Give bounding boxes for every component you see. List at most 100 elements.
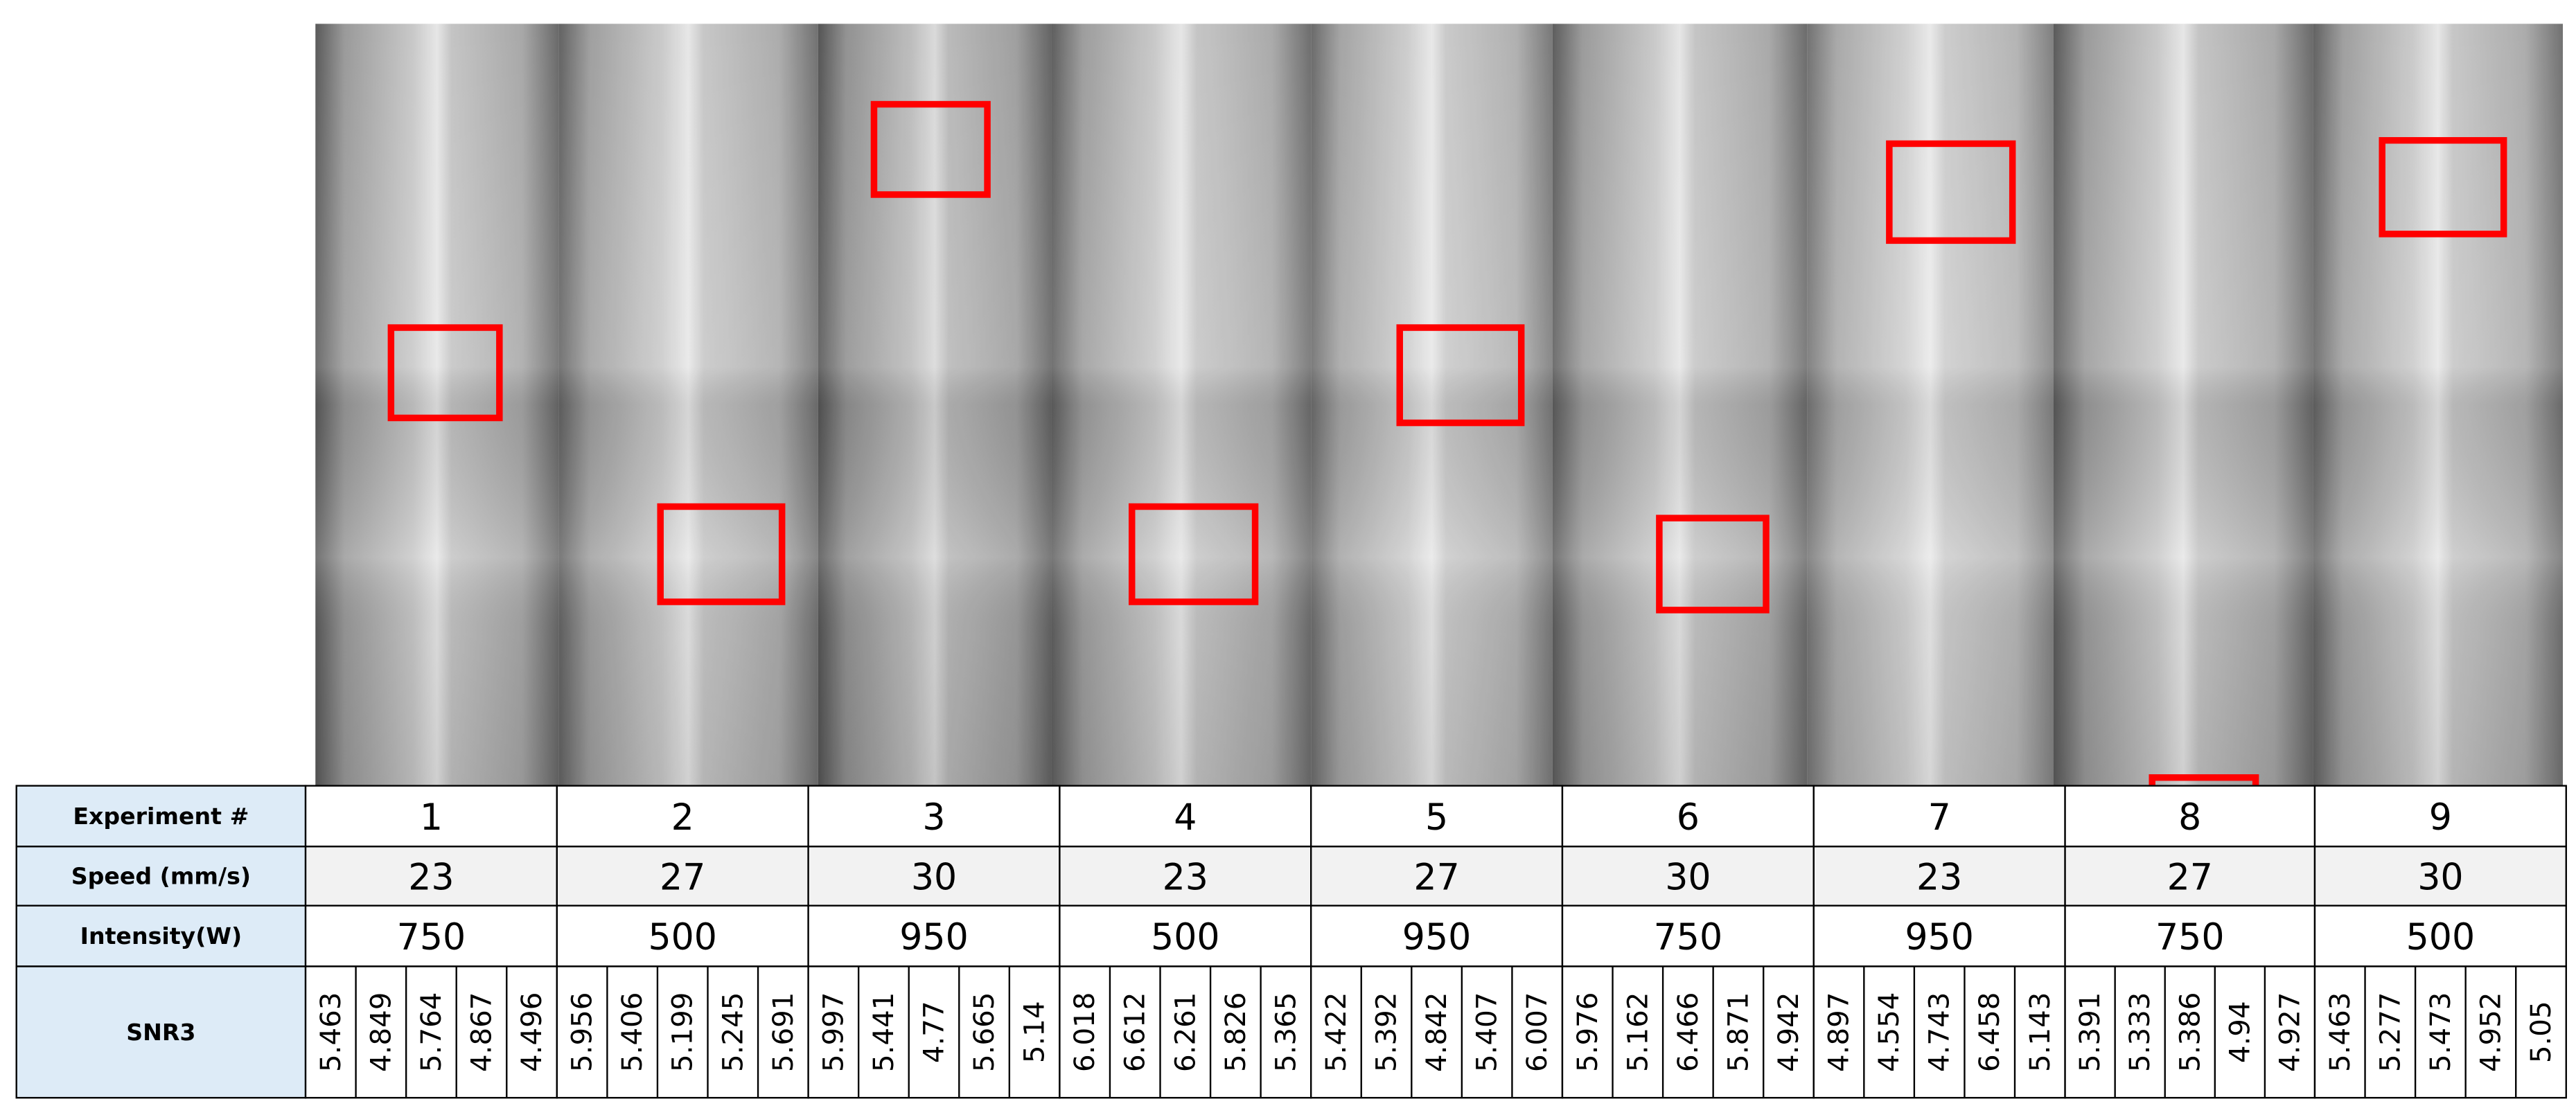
- snr-value: 5.406: [616, 992, 649, 1072]
- cell: [2064, 904, 2316, 967]
- cell: [1310, 904, 1564, 967]
- row-header: Intensity(W): [80, 922, 242, 949]
- row-header: Experiment #: [73, 803, 249, 830]
- photo-shading: [315, 24, 559, 786]
- cell: [1561, 785, 1815, 848]
- cell: [2313, 904, 2567, 967]
- snr-value: 5.199: [667, 992, 699, 1072]
- cell-value: 9: [2429, 797, 2452, 839]
- cell: [304, 846, 558, 907]
- snr-value: 6.466: [1672, 992, 1704, 1072]
- photo-tone: [1052, 24, 1312, 785]
- cell-value: 23: [1916, 857, 1962, 898]
- cell: [1059, 904, 1312, 967]
- cell: [807, 846, 1061, 907]
- cell-value: 3: [922, 797, 945, 839]
- photo-shading: [1311, 24, 1553, 786]
- defect-box: [1396, 324, 1525, 427]
- cell: [2064, 965, 2316, 1099]
- snr-value: 5.143: [2024, 992, 2056, 1072]
- cell-value: 500: [648, 917, 717, 958]
- photo-shading: [2313, 24, 2564, 786]
- cell: [2313, 785, 2567, 848]
- cell: [556, 846, 809, 907]
- snr-value: 5.473: [2424, 992, 2457, 1072]
- snr-value: 6.612: [1119, 992, 1152, 1072]
- snr-value: 5.14: [1018, 1001, 1051, 1063]
- row-header-cell: [15, 846, 307, 907]
- photo-shading: [1552, 24, 1808, 786]
- cell: [2064, 785, 2316, 848]
- cell: [2313, 846, 2567, 907]
- snr-value: 4.849: [364, 992, 397, 1072]
- cell-value: 750: [2155, 917, 2225, 958]
- snr-value: 5.407: [1471, 992, 1503, 1072]
- photo-shading: [1051, 24, 1312, 786]
- photo-shading: [2053, 24, 2313, 786]
- cell: [304, 965, 558, 1099]
- snr-value: 5.463: [2324, 992, 2356, 1072]
- cell-value: 1: [420, 797, 443, 839]
- snr-value: 4.94: [2223, 1001, 2256, 1063]
- snr-value: 6.018: [1068, 992, 1101, 1072]
- snr-value: 4.952: [2474, 992, 2507, 1072]
- cell-value: 27: [1413, 857, 1459, 898]
- snr-value: 4.897: [1823, 992, 1855, 1072]
- defect-box: [1886, 140, 2016, 244]
- cell: [807, 785, 1061, 848]
- snr-value: 6.007: [1521, 992, 1553, 1072]
- cell: [2064, 846, 2316, 907]
- cell-value: 950: [1905, 917, 1974, 958]
- cell-value: 30: [911, 857, 957, 898]
- defect-box: [2379, 136, 2507, 238]
- cell-value: 4: [1174, 797, 1197, 839]
- snr-value: 5.386: [2173, 992, 2206, 1072]
- snr-value: 6.458: [1973, 992, 2006, 1072]
- cell-value: 500: [1151, 917, 1220, 958]
- snr-value: 5.365: [1269, 992, 1302, 1072]
- snr-value: 5.391: [2074, 992, 2106, 1072]
- defect-box: [387, 324, 503, 422]
- cell: [1310, 965, 1564, 1099]
- cell: [1059, 785, 1312, 848]
- cell-value: 30: [2417, 857, 2463, 898]
- cell: [1561, 965, 1815, 1099]
- cell: [1310, 846, 1564, 907]
- cell-value: 27: [660, 857, 705, 898]
- photo-tone: [2313, 24, 2564, 786]
- row-header: SNR3: [126, 1019, 195, 1046]
- snr-value: 5.162: [1621, 992, 1654, 1072]
- snr-value: 5.691: [767, 992, 800, 1072]
- snr-value: 4.842: [1420, 992, 1453, 1072]
- snr-value: 5.463: [315, 992, 347, 1072]
- photo-shading: [558, 24, 818, 786]
- cell-value: 30: [1665, 857, 1711, 898]
- cell-value: 750: [397, 917, 466, 958]
- cell: [556, 785, 809, 848]
- cell: [807, 904, 1061, 967]
- snr-value: 5.871: [1722, 992, 1754, 1072]
- cell-value: 950: [1402, 917, 1472, 958]
- photo-tone: [558, 24, 818, 786]
- cell: [1561, 846, 1815, 907]
- cell-value: 500: [2406, 917, 2476, 958]
- cell: [2313, 965, 2567, 1099]
- snr-value: 5.333: [2124, 992, 2156, 1072]
- defect-box: [657, 503, 786, 605]
- row-header-cell: [15, 965, 307, 1099]
- image-strip: [315, 24, 2564, 798]
- photo-tone: [1311, 24, 1553, 786]
- defect-box: [1656, 515, 1770, 614]
- snr-value: 6.261: [1169, 992, 1201, 1072]
- cell-value: 23: [408, 857, 454, 898]
- snr-value: 5.422: [1320, 992, 1352, 1072]
- snr-value: 4.77: [918, 1001, 951, 1063]
- cell-value: 5: [1425, 797, 1448, 839]
- photo-tone: [1807, 24, 2054, 786]
- cell-value: 6: [1677, 797, 1700, 839]
- cell-value: 8: [2178, 797, 2201, 839]
- snr-value: 5.441: [867, 992, 900, 1072]
- snr-value: 4.496: [515, 992, 548, 1072]
